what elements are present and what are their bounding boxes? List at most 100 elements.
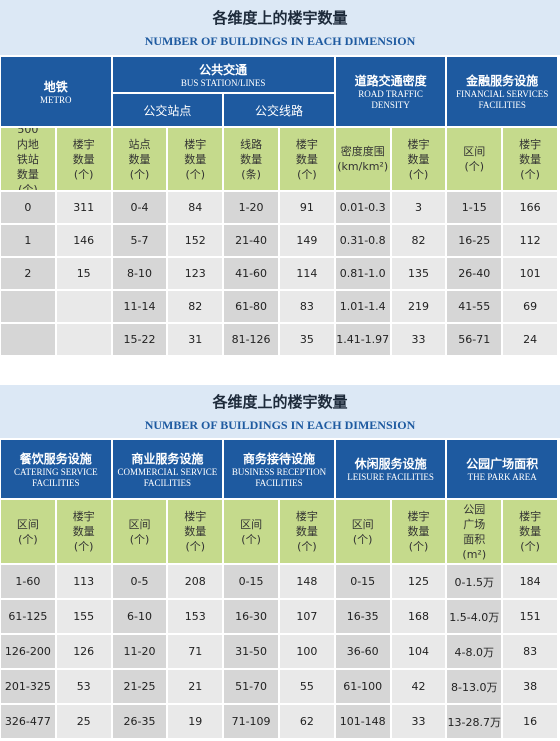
cell-value: 153 — [184, 610, 206, 623]
cell-value: 38 — [523, 680, 538, 693]
cell: 113 — [56, 565, 111, 598]
column-header: 楼宇数量(个) — [391, 500, 446, 563]
cell — [56, 324, 111, 355]
cell-value: 71-109 — [231, 715, 271, 728]
cell: 0.31-0.8 — [335, 225, 390, 256]
cell-value: 113 — [73, 575, 95, 588]
column-label: 区间(个) — [351, 517, 374, 546]
cell: 135 — [391, 258, 446, 289]
cell: 104 — [391, 635, 446, 668]
cell-value: 0.01-0.3 — [339, 201, 386, 214]
cell-value: 0-4 — [130, 201, 149, 214]
cell: 151 — [503, 600, 557, 633]
cell: 3 — [391, 192, 446, 223]
cell: 1-20 — [224, 192, 278, 223]
cell: 82 — [391, 225, 446, 256]
column-label: 楼宇数量(个) — [519, 137, 542, 181]
cell: 168 — [391, 600, 446, 633]
cell: 38 — [503, 670, 557, 703]
group-header: 商业服务设施 COMMERCIAL SERVICE FACILITIES — [112, 440, 223, 498]
cell: 16 — [503, 705, 557, 738]
cell-value: 82 — [411, 234, 426, 247]
cell-value: 123 — [184, 267, 206, 280]
cell: 55 — [280, 670, 334, 703]
cell-value: 82 — [188, 300, 203, 313]
column-label: 500内地铁站数量(个) — [16, 128, 39, 190]
column-label: 区间(个) — [128, 517, 151, 546]
column-header: 区间(个) — [224, 500, 278, 563]
cell-value: 16-35 — [346, 610, 379, 623]
cell-value: 2 — [24, 267, 32, 280]
title-band: 各维度上的楼宇数量 NUMBER OF BUILDINGS IN EACH DIM… — [0, 385, 560, 438]
column-label: 站点数量(个) — [128, 137, 151, 181]
cell: 21-40 — [224, 225, 278, 256]
table-title: 各维度上的楼宇数量 — [212, 392, 348, 411]
cell: 61-125 — [1, 600, 55, 633]
cell-value: 41-60 — [235, 267, 268, 280]
cell-value: 101 — [519, 267, 541, 280]
group-zh: 餐饮服务设施 — [19, 451, 92, 466]
cell: 148 — [280, 565, 334, 598]
cell-value: 11-20 — [123, 645, 156, 658]
cell-value: 148 — [296, 575, 318, 588]
cell: 0-1.5万 — [447, 565, 502, 598]
cell-value: 201-325 — [4, 680, 51, 693]
cell: 107 — [280, 600, 334, 633]
cell-value: 4-8.0万 — [454, 645, 495, 659]
cell-value: 56-71 — [458, 333, 491, 346]
cell — [56, 291, 111, 322]
cell-value: 0.81-1.0 — [339, 267, 386, 280]
column-label: 楼宇数量(个) — [407, 510, 430, 553]
cell: 31-50 — [224, 635, 278, 668]
cell: 16-30 — [224, 600, 278, 633]
column-label: 楼宇数量(个) — [72, 510, 95, 553]
cell-value: 25 — [76, 715, 91, 728]
column-label: 区间(个) — [240, 517, 263, 546]
cell-value: 126 — [73, 645, 95, 658]
cell-value: 84 — [188, 201, 203, 214]
cell — [1, 324, 55, 355]
group-en: FINANCIAL SERVICES FACILITIES — [456, 89, 549, 110]
cell-value: 61-80 — [235, 300, 268, 313]
cell: 219 — [391, 291, 446, 322]
group-header: 公园广场面积 THE PARK AREA — [447, 440, 557, 498]
group-zh: 道路交通密度 — [354, 74, 427, 88]
cell-value: 0 — [24, 201, 32, 214]
cell: 36-60 — [335, 635, 390, 668]
title-band: 各维度上的楼宇数量 NUMBER OF BUILDINGS IN EACH DIM… — [0, 0, 560, 55]
cell-value: 0-1.5万 — [454, 575, 495, 589]
cell: 61-100 — [335, 670, 390, 703]
column-header: 楼宇数量(个) — [391, 128, 446, 190]
cell-value: 311 — [73, 201, 95, 214]
cell-value: 166 — [519, 201, 541, 214]
cell-value: 26-35 — [123, 715, 156, 728]
column-header: 楼宇数量(个) — [56, 128, 111, 190]
cell-value: 13-28.7万 — [447, 715, 502, 729]
cell-value: 26-40 — [458, 267, 491, 280]
cell: 0.81-1.0 — [335, 258, 390, 289]
group-en: BUSINESS RECEPTION FACILITIES — [231, 466, 327, 488]
column-header: 区间(个) — [1, 500, 55, 563]
cell: 71 — [168, 635, 223, 668]
cell: 208 — [168, 565, 223, 598]
cell-value: 149 — [296, 234, 318, 247]
table-title: 各维度上的楼宇数量 — [212, 8, 348, 27]
cell: 184 — [503, 565, 557, 598]
cell: 2 — [1, 258, 55, 289]
column-header: 楼宇数量(个) — [280, 500, 334, 563]
cell: 15-22 — [112, 324, 167, 355]
cell-value: 8-13.0万 — [451, 680, 498, 694]
column-header: 楼宇数量(个) — [168, 128, 223, 190]
cell: 51-70 — [224, 670, 278, 703]
cell-value: 33 — [411, 333, 426, 346]
cell-value: 19 — [188, 715, 203, 728]
column-label: 楼宇数量(个) — [295, 510, 318, 553]
column-header: 区间(个) — [335, 500, 390, 563]
cell-value: 135 — [407, 267, 429, 280]
cell: 33 — [391, 324, 446, 355]
cell: 41-55 — [447, 291, 502, 322]
group-en: THE PARK AREA — [467, 472, 537, 482]
cell-value: 55 — [299, 680, 314, 693]
cell-value: 41-55 — [458, 300, 491, 313]
cell: 33 — [391, 705, 446, 738]
